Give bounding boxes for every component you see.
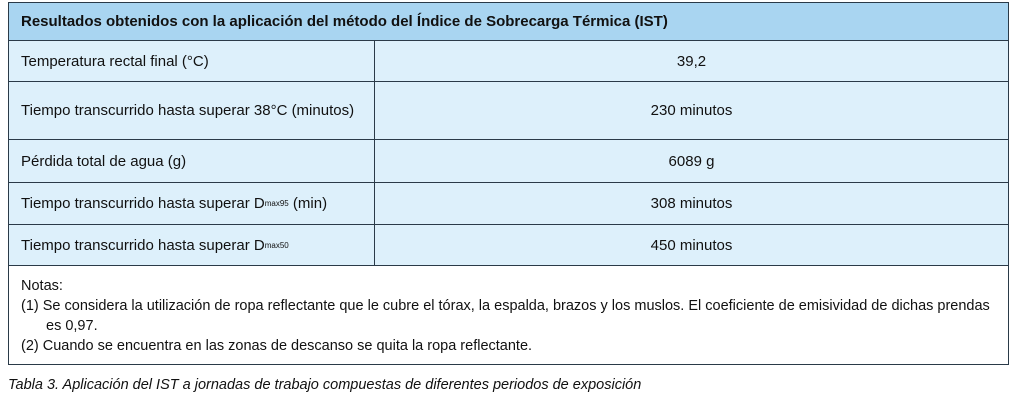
table-caption: Tabla 3. Aplicación del IST a jornadas d… bbox=[8, 377, 642, 393]
row-value: 39,2 bbox=[676, 52, 707, 70]
note-item: (1) Se considera la utilización de ropa … bbox=[21, 298, 990, 334]
row-value: 230 minutos bbox=[650, 102, 733, 119]
row-label: Tiempo transcurrido hasta superar 38°C (… bbox=[9, 82, 375, 139]
label-text: Tiempo transcurrido hasta superar D bbox=[21, 195, 265, 212]
results-table: Resultados obtenidos con la aplicación d… bbox=[8, 2, 1009, 365]
note-item: (2) Cuando se encuentra en las zonas de … bbox=[21, 338, 533, 354]
subscript: max50 bbox=[264, 240, 289, 250]
row-value: 6089 g bbox=[668, 152, 715, 170]
notes-heading: Notas: bbox=[21, 278, 63, 294]
row-label: Pérdida total de agua (g) bbox=[9, 140, 375, 182]
row-value: 308 minutos bbox=[650, 195, 733, 212]
label-text: Tiempo transcurrido hasta superar D bbox=[21, 236, 265, 254]
subscript: max95 bbox=[264, 199, 289, 208]
table-row: Temperatura rectal final (°C) 39,2 bbox=[9, 41, 1008, 82]
row-label: Temperatura rectal final (°C) bbox=[9, 41, 375, 81]
row-value: 450 minutos bbox=[650, 236, 733, 254]
label-suffix: (min) bbox=[288, 195, 328, 212]
table-title: Resultados obtenidos con la aplicación d… bbox=[9, 3, 1008, 41]
notes: Notas: (1) Se considera la utilización d… bbox=[9, 266, 1008, 364]
table-row: Pérdida total de agua (g) 6089 g bbox=[9, 140, 1008, 183]
table-row: Tiempo transcurrido hasta superar 38°C (… bbox=[9, 82, 1008, 140]
